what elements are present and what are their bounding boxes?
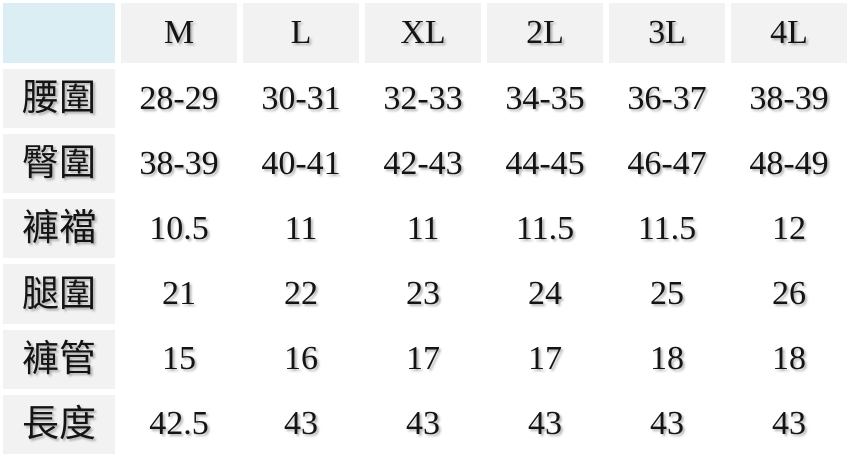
row-label: 褲管 — [3, 329, 115, 389]
table-row: 長度 42.5 43 43 43 43 43 — [3, 394, 847, 454]
size-value-cell: 38-39 — [121, 134, 237, 194]
size-value-cell: 43 — [487, 394, 603, 454]
size-chart-header: M L XL 2L 3L 4L — [3, 3, 847, 63]
size-value-cell: 40-41 — [243, 134, 359, 194]
size-value-cell: 34-35 — [487, 69, 603, 129]
size-value-cell: 24 — [487, 264, 603, 324]
size-value-cell: 36-37 — [609, 69, 725, 129]
header-row: M L XL 2L 3L 4L — [3, 3, 847, 63]
size-value-cell: 23 — [365, 264, 481, 324]
table-row: 褲管 15 16 17 17 18 18 — [3, 329, 847, 389]
size-value-cell: 16 — [243, 329, 359, 389]
col-header-2l: 2L — [487, 3, 603, 63]
size-value-cell: 11 — [243, 199, 359, 259]
row-label: 腰圍 — [3, 69, 115, 129]
size-value-cell: 43 — [243, 394, 359, 454]
size-value-cell: 17 — [487, 329, 603, 389]
size-value-cell: 42.5 — [121, 394, 237, 454]
row-label: 長度 — [3, 394, 115, 454]
size-value-cell: 30-31 — [243, 69, 359, 129]
size-value-cell: 25 — [609, 264, 725, 324]
col-header-m: M — [121, 3, 237, 63]
size-value-cell: 12 — [731, 199, 847, 259]
size-value-cell: 48-49 — [731, 134, 847, 194]
corner-cell — [3, 3, 115, 63]
table-row: 腿圍 21 22 23 24 25 26 — [3, 264, 847, 324]
size-value-cell: 11.5 — [609, 199, 725, 259]
size-value-cell: 11.5 — [487, 199, 603, 259]
row-label: 腿圍 — [3, 264, 115, 324]
size-value-cell: 44-45 — [487, 134, 603, 194]
size-value-cell: 15 — [121, 329, 237, 389]
size-value-cell: 18 — [731, 329, 847, 389]
size-value-cell: 26 — [731, 264, 847, 324]
size-chart-body: 腰圍 28-29 30-31 32-33 34-35 36-37 38-39 臀圍 38-39 4… — [3, 69, 847, 454]
size-value-cell: 10.5 — [121, 199, 237, 259]
size-value-cell: 43 — [731, 394, 847, 454]
col-header-xl: XL — [365, 3, 481, 63]
col-header-3l: 3L — [609, 3, 725, 63]
size-value-cell: 11 — [365, 199, 481, 259]
row-label: 臀圍 — [3, 134, 115, 194]
size-value-cell: 21 — [121, 264, 237, 324]
size-value-cell: 32-33 — [365, 69, 481, 129]
size-value-cell: 43 — [365, 394, 481, 454]
col-header-l: L — [243, 3, 359, 63]
row-label: 褲襠 — [3, 199, 115, 259]
size-value-cell: 42-43 — [365, 134, 481, 194]
size-value-cell: 38-39 — [731, 69, 847, 129]
size-value-cell: 17 — [365, 329, 481, 389]
size-value-cell: 28-29 — [121, 69, 237, 129]
size-value-cell: 22 — [243, 264, 359, 324]
table-row: 臀圍 38-39 40-41 42-43 44-45 46-47 48-49 — [3, 134, 847, 194]
table-row: 褲襠 10.5 11 11 11.5 11.5 12 — [3, 199, 847, 259]
size-value-cell: 46-47 — [609, 134, 725, 194]
size-value-cell: 43 — [609, 394, 725, 454]
table-row: 腰圍 28-29 30-31 32-33 34-35 36-37 38-39 — [3, 69, 847, 129]
col-header-4l: 4L — [731, 3, 847, 63]
size-value-cell: 18 — [609, 329, 725, 389]
